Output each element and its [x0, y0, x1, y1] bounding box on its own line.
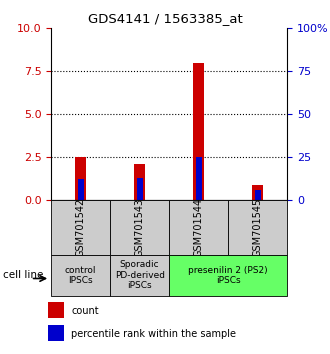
Bar — [48, 302, 64, 319]
Text: control
IPSCs: control IPSCs — [65, 266, 96, 285]
Text: GSM701545: GSM701545 — [252, 198, 263, 257]
Bar — [252, 184, 263, 200]
Bar — [228, 200, 287, 255]
Bar — [196, 157, 202, 200]
Bar — [169, 255, 287, 296]
Bar — [169, 200, 228, 255]
Bar — [137, 178, 143, 200]
Text: GSM701543: GSM701543 — [135, 198, 145, 257]
Text: GSM701542: GSM701542 — [76, 198, 86, 257]
Text: count: count — [71, 306, 99, 316]
Text: GDS4141 / 1563385_at: GDS4141 / 1563385_at — [88, 12, 242, 25]
Bar — [255, 190, 260, 200]
Text: GSM701544: GSM701544 — [194, 198, 204, 257]
Text: Sporadic
PD-derived
iPSCs: Sporadic PD-derived iPSCs — [115, 260, 165, 290]
Text: cell line: cell line — [3, 270, 44, 280]
Text: presenilin 2 (PS2)
iPSCs: presenilin 2 (PS2) iPSCs — [188, 266, 268, 285]
Text: percentile rank within the sample: percentile rank within the sample — [71, 329, 236, 339]
Bar — [48, 325, 64, 342]
Bar — [193, 63, 204, 200]
Bar — [134, 164, 145, 200]
Bar — [51, 255, 110, 296]
Bar — [110, 200, 169, 255]
Bar — [75, 157, 86, 200]
Bar — [78, 179, 83, 200]
Bar — [51, 200, 110, 255]
Bar — [110, 255, 169, 296]
